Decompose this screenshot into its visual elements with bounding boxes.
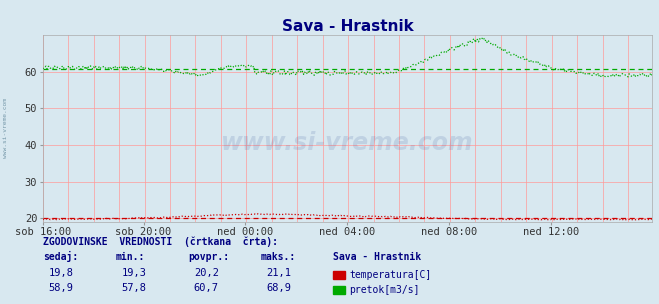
Text: 19,3: 19,3 <box>121 268 146 278</box>
Text: sedaj:: sedaj: <box>43 251 78 262</box>
Text: ZGODOVINSKE  VREDNOSTI  (črtkana  črta):: ZGODOVINSKE VREDNOSTI (črtkana črta): <box>43 236 278 247</box>
Text: 57,8: 57,8 <box>121 283 146 293</box>
Text: povpr.:: povpr.: <box>188 252 229 262</box>
Text: maks.:: maks.: <box>260 252 295 262</box>
Text: temperatura[C]: temperatura[C] <box>349 270 432 280</box>
Title: Sava - Hrastnik: Sava - Hrastnik <box>282 19 413 34</box>
Text: min.:: min.: <box>115 252 145 262</box>
Text: 58,9: 58,9 <box>49 283 74 293</box>
Text: www.si-vreme.com: www.si-vreme.com <box>3 98 8 158</box>
Text: pretok[m3/s]: pretok[m3/s] <box>349 285 420 295</box>
Text: 60,7: 60,7 <box>194 283 219 293</box>
Text: Sava - Hrastnik: Sava - Hrastnik <box>333 252 421 262</box>
Text: 19,8: 19,8 <box>49 268 74 278</box>
Text: www.si-vreme.com: www.si-vreme.com <box>221 131 474 155</box>
Text: 20,2: 20,2 <box>194 268 219 278</box>
Text: 68,9: 68,9 <box>266 283 291 293</box>
Text: 21,1: 21,1 <box>266 268 291 278</box>
